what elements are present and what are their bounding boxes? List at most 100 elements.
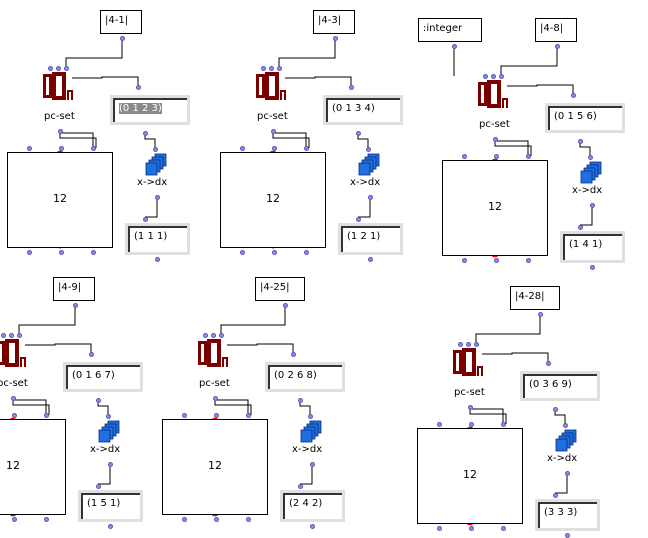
x-dx-icon[interactable] [555,429,579,453]
circle-inlet[interactable] [213,412,219,418]
x-dx-icon[interactable] [580,161,604,185]
pc-set-inlet[interactable] [276,65,282,71]
x-dx-inlet[interactable] [307,413,313,419]
x-dx-outlet[interactable] [107,461,113,467]
pc-set-inlet[interactable] [268,65,274,71]
pc-set-outlet[interactable] [492,136,498,142]
pc-circle-box[interactable] [7,152,113,248]
set-name-message[interactable]: |4-3| [313,10,355,34]
circle-inlet[interactable] [26,145,32,151]
circle-outlet[interactable] [245,516,251,522]
circle-inlet[interactable] [90,145,96,151]
display-outlet[interactable] [552,406,558,412]
circle-inlet[interactable] [271,145,277,151]
dx-display-inlet[interactable] [355,216,361,222]
message-outlet[interactable] [72,302,78,308]
circle-inlet[interactable] [303,145,309,151]
circle-inlet[interactable] [43,412,49,418]
pc-circle-box[interactable] [220,152,326,248]
dx-display-inlet[interactable] [142,216,148,222]
dx-display-outlet[interactable] [367,256,373,262]
circle-inlet[interactable] [58,145,64,151]
display-outlet[interactable] [142,130,148,136]
pc-set-outlet[interactable] [212,395,218,401]
pcs-display[interactable]: (0 1 2 3) [110,95,190,125]
pc-set-inlet[interactable] [473,341,479,347]
display-outlet[interactable] [95,397,101,403]
pc-set-inlet[interactable] [218,332,224,338]
circle-outlet[interactable] [493,257,499,263]
dx-display[interactable]: (1 1 1) [125,223,190,255]
x-dx-inlet[interactable] [562,422,568,428]
pc-set-icon[interactable] [255,72,289,104]
circle-inlet[interactable] [11,412,17,418]
message-outlet[interactable] [554,43,560,49]
set-name-message[interactable]: |4-25| [255,277,305,301]
circle-inlet[interactable] [181,412,187,418]
circle-outlet[interactable] [525,257,531,263]
pc-set-inlet[interactable] [202,332,208,338]
dx-display-inlet[interactable] [577,224,583,230]
pc-set-outlet[interactable] [467,404,473,410]
x-dx-outlet[interactable] [589,202,595,208]
circle-outlet[interactable] [271,249,277,255]
circle-inlet[interactable] [493,153,499,159]
x-dx-outlet[interactable] [309,461,315,467]
pc-set-inlet[interactable] [490,73,496,79]
dx-display-inlet[interactable] [297,483,303,489]
dx-display[interactable]: (1 5 1) [78,490,143,522]
circle-outlet[interactable] [90,249,96,255]
pc-set-inlet[interactable] [210,332,216,338]
circle-outlet[interactable] [468,525,474,531]
x-dx-inlet[interactable] [365,146,371,152]
display-inlet[interactable] [570,92,576,98]
x-dx-icon[interactable] [358,153,382,177]
circle-outlet[interactable] [239,249,245,255]
circle-outlet[interactable] [43,516,49,522]
circle-outlet[interactable] [461,257,467,263]
x-dx-outlet[interactable] [367,194,373,200]
set-name-message[interactable]: |4-28| [510,286,560,310]
dx-display-outlet[interactable] [154,256,160,262]
display-inlet[interactable] [348,84,354,90]
display-outlet[interactable] [355,130,361,136]
circle-outlet[interactable] [500,525,506,531]
pcs-display[interactable]: (0 2 6 8) [265,362,345,392]
x-dx-inlet[interactable] [105,413,111,419]
pc-set-inlet[interactable] [8,332,14,338]
circle-inlet[interactable] [461,153,467,159]
dx-display-outlet[interactable] [107,523,113,529]
circle-outlet[interactable] [26,249,32,255]
message-outlet[interactable] [332,35,338,41]
display-outlet[interactable] [577,138,583,144]
set-name-message[interactable]: |4-9| [53,277,95,301]
message-outlet[interactable] [537,311,543,317]
display-inlet[interactable] [88,351,94,357]
pcs-display[interactable]: (0 1 3 4) [323,95,403,125]
pc-circle-box[interactable] [442,160,548,256]
display-inlet[interactable] [290,351,296,357]
x-dx-outlet[interactable] [564,470,570,476]
message-outlet[interactable] [451,43,457,49]
circle-outlet[interactable] [436,525,442,531]
dx-display-outlet[interactable] [309,523,315,529]
pc-set-inlet[interactable] [457,341,463,347]
pc-set-inlet[interactable] [0,332,6,338]
circle-inlet[interactable] [239,145,245,151]
pc-circle-box[interactable] [417,428,523,524]
pc-set-icon[interactable] [197,339,231,371]
circle-inlet[interactable] [500,421,506,427]
pc-set-inlet[interactable] [465,341,471,347]
pc-set-inlet[interactable] [498,73,504,79]
x-dx-inlet[interactable] [152,146,158,152]
circle-outlet[interactable] [181,516,187,522]
pc-set-icon[interactable] [452,348,486,380]
dx-display-outlet[interactable] [589,264,595,270]
pc-set-inlet[interactable] [55,65,61,71]
circle-outlet[interactable] [11,516,17,522]
pc-set-outlet[interactable] [270,128,276,134]
circle-outlet[interactable] [303,249,309,255]
pcs-display[interactable]: (0 1 5 6) [545,103,625,133]
dx-display[interactable]: (1 2 1) [338,223,403,255]
